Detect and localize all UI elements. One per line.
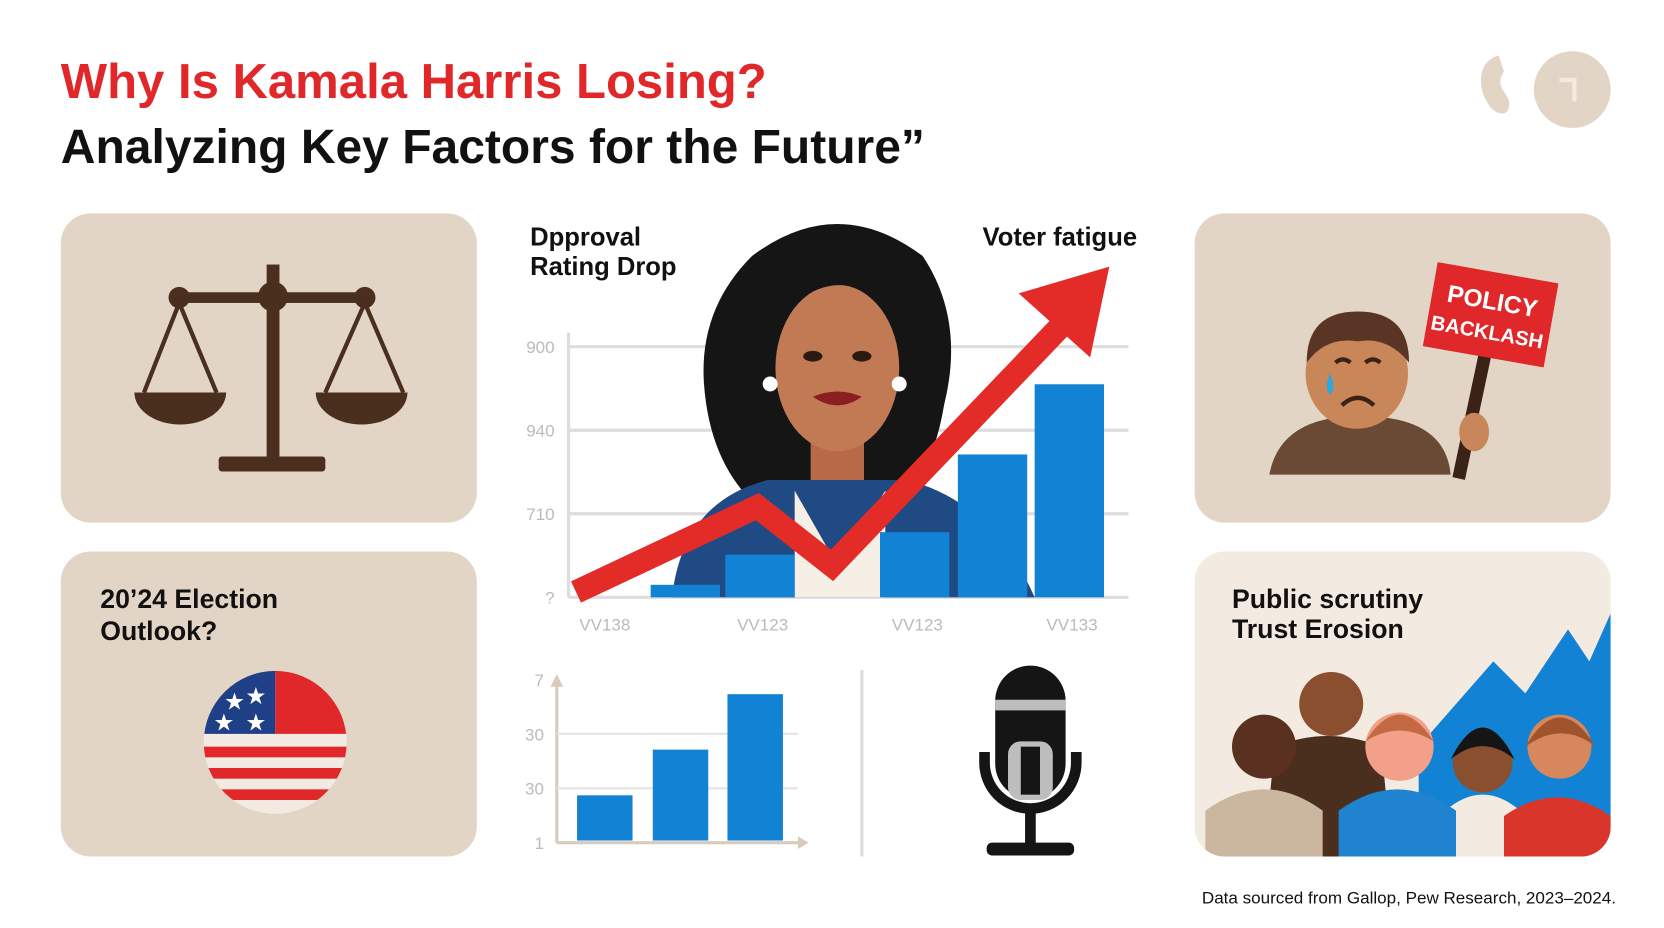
bar <box>652 749 709 841</box>
flag-icon-part-part: ★ <box>245 710 266 736</box>
bar <box>957 454 1028 598</box>
portrait-part <box>852 350 872 362</box>
footer: Data sourced from Gallop, Pew Research, … <box>1202 888 1616 907</box>
protester-icon-part <box>1305 317 1408 429</box>
panel-label: Public scrutiny <box>1232 584 1423 614</box>
y-tick-label: 30 <box>525 725 544 744</box>
crowd-icon-part <box>1338 789 1456 857</box>
x-tick-label: VV138 <box>579 615 630 634</box>
subtitle: Analyzing Key Factors for the Future” <box>61 121 925 174</box>
portrait-part <box>794 490 886 598</box>
scales-icon-part <box>315 392 408 425</box>
crowd-icon-part <box>1299 672 1364 736</box>
scales-icon-part <box>354 286 376 309</box>
annotation: Voter fatigue <box>983 223 1138 251</box>
protester-icon-part <box>1459 412 1490 452</box>
y-tick-label: 900 <box>526 338 554 357</box>
microphone-icon-part <box>995 699 1066 711</box>
bar <box>650 584 720 598</box>
portrait-part <box>762 376 778 392</box>
y-tick-label: 710 <box>526 505 554 524</box>
bar <box>1034 384 1104 598</box>
chart-title: Rating Drop <box>530 253 676 281</box>
x-tick-label: VV123 <box>737 615 788 634</box>
crowd-icon-part <box>1418 613 1611 857</box>
y-tick-label: 940 <box>526 422 554 441</box>
flag-icon-part-part <box>203 789 347 800</box>
crowd-icon-part <box>1232 714 1296 779</box>
y-tick-label: 30 <box>525 780 544 799</box>
portrait-part <box>778 261 896 320</box>
crowd-icon-part <box>1205 789 1323 857</box>
protester-icon-part <box>1334 357 1382 365</box>
microphone-icon-part <box>986 842 1075 856</box>
y-tick-label: ? <box>545 589 554 608</box>
x-tick-label: VV133 <box>1046 615 1097 634</box>
panel-label: Outlook? <box>100 616 217 646</box>
portrait-part <box>812 391 862 406</box>
scales-icon-part <box>218 456 326 472</box>
y-tick-label: 7 <box>535 671 544 690</box>
trend-arrow-part <box>571 311 1076 603</box>
microphone-icon-part <box>1025 805 1036 846</box>
crowd-icon-part <box>1504 797 1611 857</box>
mini-chart-part <box>550 674 564 687</box>
crowd-icon <box>1205 613 1611 857</box>
crowd-icon-part <box>1365 714 1434 742</box>
crowd-icon-part <box>1445 794 1520 857</box>
protester-icon-part: POLICY BACKLASH <box>1422 262 1559 368</box>
bar <box>725 554 795 598</box>
protester-icon-part <box>1269 416 1451 475</box>
title: Why Is Kamala Harris Losing? <box>61 55 767 109</box>
panel-label: 20’24 Election <box>100 584 278 614</box>
flag-icon-part-part: ★ <box>213 710 234 736</box>
scales-icon-part <box>168 286 190 309</box>
bar <box>880 532 950 598</box>
trend-arrow <box>571 266 1110 603</box>
portrait-part <box>775 284 900 452</box>
microphone-icon <box>979 665 1082 856</box>
main-chart-bars <box>650 384 1104 598</box>
microphone-icon-part <box>1020 746 1040 795</box>
mini-chart: 7 30 30 1 <box>525 671 809 853</box>
bar <box>577 795 633 841</box>
flag-icon-part-part <box>203 768 347 779</box>
flag-icon-part-part: ★ <box>224 688 245 714</box>
portrait-part <box>891 376 907 392</box>
crowd-icon-part <box>1525 717 1596 747</box>
y-tick-label: 1 <box>535 834 544 853</box>
protester-icon-part <box>1306 311 1410 363</box>
protester-icon-part-part <box>1422 262 1559 368</box>
quote-icon-part <box>1480 55 1510 114</box>
scales-icon-part <box>134 392 227 425</box>
mini-chart-part <box>797 836 809 850</box>
scales-icon-part <box>258 281 288 312</box>
scales-icon-part <box>142 302 406 394</box>
portrait-part <box>803 350 823 362</box>
protester-icon-part <box>1340 395 1376 407</box>
crowd-icon-part <box>1450 727 1515 760</box>
panel-label: Trust Erosion <box>1232 614 1404 644</box>
flag-icon-part-part: ★ <box>245 683 266 709</box>
quote-icon-part <box>1559 77 1577 102</box>
protester-icon-part <box>1452 341 1494 480</box>
flag-icon: ★ ★ ★ ★ <box>203 670 347 814</box>
chart-title: Dpproval <box>530 223 641 251</box>
x-tick-label: VV123 <box>892 615 943 634</box>
protester-icon: POLICY BACKLASH <box>1269 262 1559 480</box>
flag-icon-part: ★ ★ ★ ★ <box>203 670 347 814</box>
bar <box>727 694 783 841</box>
trend-arrow-part <box>1018 266 1110 358</box>
flag-icon-part-part <box>203 746 347 758</box>
scales-icon-part <box>266 264 280 462</box>
protester-icon-part <box>1326 373 1334 395</box>
scales-icon <box>134 264 408 472</box>
quote-icon <box>1480 51 1611 129</box>
